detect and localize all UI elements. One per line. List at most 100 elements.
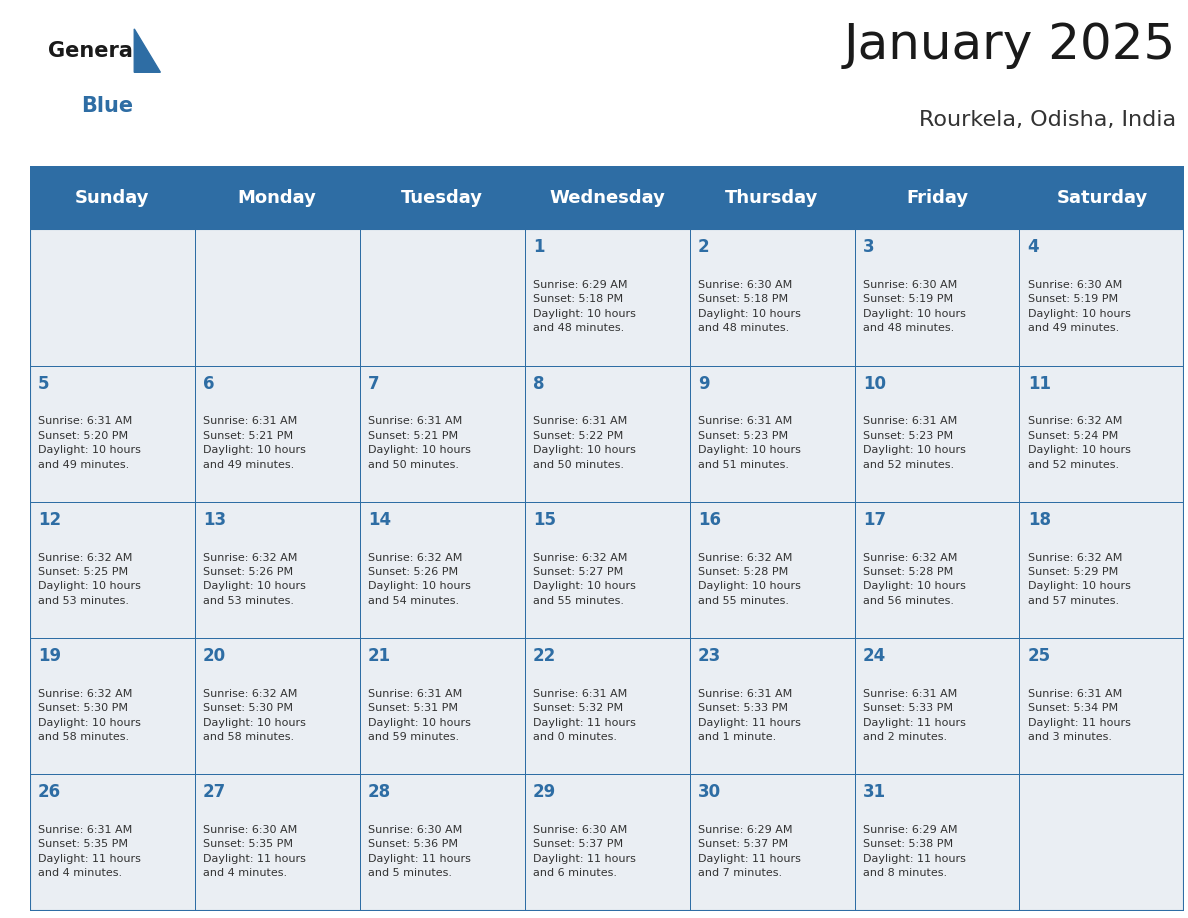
Bar xyxy=(30,230,195,365)
Bar xyxy=(195,365,360,502)
Text: Sunrise: 6:32 AM
Sunset: 5:25 PM
Daylight: 10 hours
and 53 minutes.: Sunrise: 6:32 AM Sunset: 5:25 PM Dayligh… xyxy=(38,553,141,606)
Bar xyxy=(689,230,854,365)
Text: Sunrise: 6:31 AM
Sunset: 5:31 PM
Daylight: 10 hours
and 59 minutes.: Sunrise: 6:31 AM Sunset: 5:31 PM Dayligh… xyxy=(368,688,470,742)
Text: 15: 15 xyxy=(533,510,556,529)
Bar xyxy=(30,166,1184,230)
Text: Sunrise: 6:32 AM
Sunset: 5:30 PM
Daylight: 10 hours
and 58 minutes.: Sunrise: 6:32 AM Sunset: 5:30 PM Dayligh… xyxy=(38,688,141,742)
Bar xyxy=(195,775,360,911)
Text: Sunrise: 6:31 AM
Sunset: 5:20 PM
Daylight: 10 hours
and 49 minutes.: Sunrise: 6:31 AM Sunset: 5:20 PM Dayligh… xyxy=(38,416,141,469)
Bar xyxy=(360,365,525,502)
Text: Sunrise: 6:30 AM
Sunset: 5:36 PM
Daylight: 11 hours
and 5 minutes.: Sunrise: 6:30 AM Sunset: 5:36 PM Dayligh… xyxy=(368,825,470,879)
Text: 20: 20 xyxy=(203,647,226,666)
Polygon shape xyxy=(134,28,160,73)
Text: Sunrise: 6:30 AM
Sunset: 5:35 PM
Daylight: 11 hours
and 4 minutes.: Sunrise: 6:30 AM Sunset: 5:35 PM Dayligh… xyxy=(203,825,305,879)
Text: 24: 24 xyxy=(862,647,886,666)
Bar xyxy=(195,638,360,775)
Bar xyxy=(360,775,525,911)
Text: Sunrise: 6:31 AM
Sunset: 5:21 PM
Daylight: 10 hours
and 49 minutes.: Sunrise: 6:31 AM Sunset: 5:21 PM Dayligh… xyxy=(203,416,305,469)
Bar xyxy=(525,775,689,911)
Text: Sunrise: 6:30 AM
Sunset: 5:19 PM
Daylight: 10 hours
and 49 minutes.: Sunrise: 6:30 AM Sunset: 5:19 PM Dayligh… xyxy=(1028,280,1131,333)
Text: Sunrise: 6:32 AM
Sunset: 5:30 PM
Daylight: 10 hours
and 58 minutes.: Sunrise: 6:32 AM Sunset: 5:30 PM Dayligh… xyxy=(203,688,305,742)
Text: 5: 5 xyxy=(38,375,50,393)
Text: Sunrise: 6:31 AM
Sunset: 5:34 PM
Daylight: 11 hours
and 3 minutes.: Sunrise: 6:31 AM Sunset: 5:34 PM Dayligh… xyxy=(1028,688,1131,742)
Bar xyxy=(525,230,689,365)
Text: 30: 30 xyxy=(697,783,721,801)
Text: Rourkela, Odisha, India: Rourkela, Odisha, India xyxy=(920,110,1176,130)
Bar xyxy=(854,502,1019,638)
Text: 31: 31 xyxy=(862,783,886,801)
Bar xyxy=(854,365,1019,502)
Text: Sunrise: 6:31 AM
Sunset: 5:33 PM
Daylight: 11 hours
and 2 minutes.: Sunrise: 6:31 AM Sunset: 5:33 PM Dayligh… xyxy=(862,688,966,742)
Text: 21: 21 xyxy=(368,647,391,666)
Text: Sunrise: 6:32 AM
Sunset: 5:24 PM
Daylight: 10 hours
and 52 minutes.: Sunrise: 6:32 AM Sunset: 5:24 PM Dayligh… xyxy=(1028,416,1131,469)
Bar xyxy=(1019,502,1184,638)
Text: Saturday: Saturday xyxy=(1056,189,1148,207)
Text: 12: 12 xyxy=(38,510,61,529)
Text: Blue: Blue xyxy=(81,96,133,116)
Bar xyxy=(30,775,195,911)
Text: Sunrise: 6:31 AM
Sunset: 5:35 PM
Daylight: 11 hours
and 4 minutes.: Sunrise: 6:31 AM Sunset: 5:35 PM Dayligh… xyxy=(38,825,141,879)
Bar xyxy=(360,230,525,365)
Bar xyxy=(30,365,195,502)
Bar xyxy=(30,502,195,638)
Text: Wednesday: Wednesday xyxy=(549,189,665,207)
Bar xyxy=(689,502,854,638)
Text: Tuesday: Tuesday xyxy=(402,189,484,207)
Text: 28: 28 xyxy=(368,783,391,801)
Text: Sunrise: 6:31 AM
Sunset: 5:23 PM
Daylight: 10 hours
and 51 minutes.: Sunrise: 6:31 AM Sunset: 5:23 PM Dayligh… xyxy=(697,416,801,469)
Bar xyxy=(525,638,689,775)
Text: 16: 16 xyxy=(697,510,721,529)
Text: 14: 14 xyxy=(368,510,391,529)
Bar xyxy=(689,365,854,502)
Bar xyxy=(525,502,689,638)
Text: Sunrise: 6:32 AM
Sunset: 5:29 PM
Daylight: 10 hours
and 57 minutes.: Sunrise: 6:32 AM Sunset: 5:29 PM Dayligh… xyxy=(1028,553,1131,606)
Text: Sunrise: 6:31 AM
Sunset: 5:33 PM
Daylight: 11 hours
and 1 minute.: Sunrise: 6:31 AM Sunset: 5:33 PM Dayligh… xyxy=(697,688,801,742)
Bar xyxy=(854,775,1019,911)
Text: 7: 7 xyxy=(368,375,379,393)
Text: 26: 26 xyxy=(38,783,61,801)
Bar xyxy=(30,638,195,775)
Text: Sunrise: 6:32 AM
Sunset: 5:26 PM
Daylight: 10 hours
and 53 minutes.: Sunrise: 6:32 AM Sunset: 5:26 PM Dayligh… xyxy=(203,553,305,606)
Bar xyxy=(525,365,689,502)
Text: Sunrise: 6:30 AM
Sunset: 5:37 PM
Daylight: 11 hours
and 6 minutes.: Sunrise: 6:30 AM Sunset: 5:37 PM Dayligh… xyxy=(533,825,636,879)
Text: 6: 6 xyxy=(203,375,214,393)
Bar xyxy=(360,638,525,775)
Text: Thursday: Thursday xyxy=(726,189,819,207)
Text: Sunrise: 6:32 AM
Sunset: 5:26 PM
Daylight: 10 hours
and 54 minutes.: Sunrise: 6:32 AM Sunset: 5:26 PM Dayligh… xyxy=(368,553,470,606)
Text: 18: 18 xyxy=(1028,510,1050,529)
Text: Sunrise: 6:31 AM
Sunset: 5:22 PM
Daylight: 10 hours
and 50 minutes.: Sunrise: 6:31 AM Sunset: 5:22 PM Dayligh… xyxy=(533,416,636,469)
Text: 9: 9 xyxy=(697,375,709,393)
Text: General: General xyxy=(48,41,139,62)
Text: Sunrise: 6:29 AM
Sunset: 5:18 PM
Daylight: 10 hours
and 48 minutes.: Sunrise: 6:29 AM Sunset: 5:18 PM Dayligh… xyxy=(533,280,636,333)
Bar xyxy=(854,638,1019,775)
Text: Sunrise: 6:31 AM
Sunset: 5:21 PM
Daylight: 10 hours
and 50 minutes.: Sunrise: 6:31 AM Sunset: 5:21 PM Dayligh… xyxy=(368,416,470,469)
Text: Sunrise: 6:32 AM
Sunset: 5:27 PM
Daylight: 10 hours
and 55 minutes.: Sunrise: 6:32 AM Sunset: 5:27 PM Dayligh… xyxy=(533,553,636,606)
Text: Sunrise: 6:29 AM
Sunset: 5:38 PM
Daylight: 11 hours
and 8 minutes.: Sunrise: 6:29 AM Sunset: 5:38 PM Dayligh… xyxy=(862,825,966,879)
Text: Sunrise: 6:32 AM
Sunset: 5:28 PM
Daylight: 10 hours
and 56 minutes.: Sunrise: 6:32 AM Sunset: 5:28 PM Dayligh… xyxy=(862,553,966,606)
Text: 23: 23 xyxy=(697,647,721,666)
Text: Sunrise: 6:29 AM
Sunset: 5:37 PM
Daylight: 11 hours
and 7 minutes.: Sunrise: 6:29 AM Sunset: 5:37 PM Dayligh… xyxy=(697,825,801,879)
Text: Sunrise: 6:32 AM
Sunset: 5:28 PM
Daylight: 10 hours
and 55 minutes.: Sunrise: 6:32 AM Sunset: 5:28 PM Dayligh… xyxy=(697,553,801,606)
Text: 3: 3 xyxy=(862,239,874,256)
Bar xyxy=(689,775,854,911)
Bar xyxy=(1019,638,1184,775)
Text: 13: 13 xyxy=(203,510,226,529)
Text: 19: 19 xyxy=(38,647,61,666)
Text: Sunrise: 6:31 AM
Sunset: 5:32 PM
Daylight: 11 hours
and 0 minutes.: Sunrise: 6:31 AM Sunset: 5:32 PM Dayligh… xyxy=(533,688,636,742)
Bar xyxy=(1019,775,1184,911)
Text: 10: 10 xyxy=(862,375,886,393)
Bar xyxy=(195,230,360,365)
Bar xyxy=(689,638,854,775)
Text: 1: 1 xyxy=(533,239,544,256)
Text: 2: 2 xyxy=(697,239,709,256)
Bar xyxy=(1019,365,1184,502)
Text: 27: 27 xyxy=(203,783,226,801)
Text: Friday: Friday xyxy=(906,189,968,207)
Text: 8: 8 xyxy=(533,375,544,393)
Text: 17: 17 xyxy=(862,510,886,529)
Bar xyxy=(1019,230,1184,365)
Text: 22: 22 xyxy=(533,647,556,666)
Text: Monday: Monday xyxy=(238,189,316,207)
Text: 25: 25 xyxy=(1028,647,1051,666)
Text: January 2025: January 2025 xyxy=(843,21,1176,69)
